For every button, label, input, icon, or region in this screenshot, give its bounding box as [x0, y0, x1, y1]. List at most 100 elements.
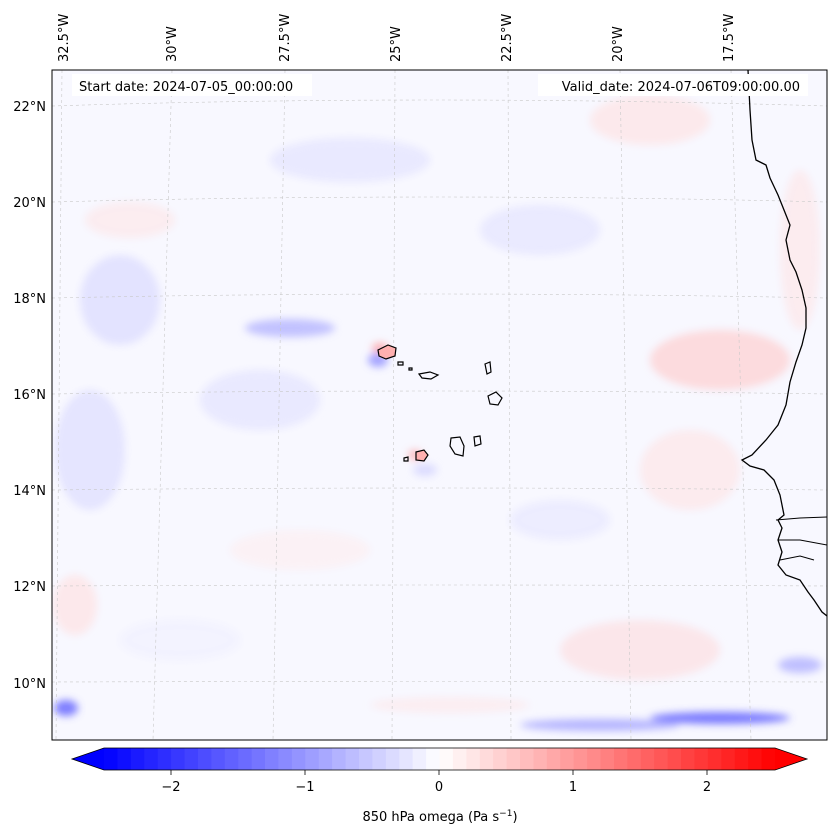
start-date-label: Start date: 2024-07-05_00:00:00 [79, 80, 293, 95]
colorbar-cell [493, 748, 508, 770]
valid-date-label: Valid_date: 2024-07-06T09:00:00.00 [562, 80, 800, 95]
start-date-box [72, 74, 312, 96]
colorbar-cell [157, 748, 172, 770]
colorbar-cell [399, 748, 414, 770]
island-brava [403, 456, 409, 462]
colorbar-cell [466, 748, 481, 770]
island-fogo [415, 449, 429, 462]
colorbar-cell [385, 748, 400, 770]
colorbar-cell [734, 748, 749, 770]
colorbar-cell [560, 748, 575, 770]
colorbar-cell [171, 748, 186, 770]
island-sal [484, 361, 492, 375]
gambia-coast [775, 516, 827, 561]
colorbar-cell [707, 748, 722, 770]
lat-label: 16°N [13, 388, 46, 403]
lon-label: 27.5°W [278, 14, 293, 62]
colorbar-cell [130, 748, 145, 770]
colorbar-cell [721, 748, 736, 770]
longitude-labels: 32.5°W 30°W 27.5°W 25°W 22.5°W 20°W 17.5… [57, 14, 737, 62]
colorbar-tick-label: 0 [435, 780, 443, 795]
colorbar-cell [681, 748, 696, 770]
lat-label: 22°N [13, 100, 46, 115]
lat-label: 10°N [13, 677, 46, 692]
colorbar-cell [506, 748, 521, 770]
colorbar: −2 −1 0 1 2 850 hPa omega (Pa s−1) [70, 747, 809, 825]
colorbar-cell [224, 748, 239, 770]
colorbar-tick-label: 2 [703, 780, 711, 795]
island-boa-vista [487, 391, 503, 406]
colorbar-cell [600, 748, 615, 770]
colorbar-title: 850 hPa omega (Pa s−1) [362, 809, 517, 825]
valid-date-box [538, 74, 808, 96]
colorbar-title-main: 850 hPa omega (Pa s [362, 810, 499, 825]
cape-verde-islands [377, 344, 503, 462]
lon-label: 32.5°W [57, 14, 72, 62]
colorbar-cell [748, 748, 763, 770]
colorbar-cell [197, 748, 212, 770]
lat-label: 12°N [13, 580, 46, 595]
colorbar-cell [291, 748, 306, 770]
lon-label: 20°W [611, 26, 626, 62]
colorbar-cells [104, 748, 776, 770]
colorbar-tick-label: −2 [161, 780, 180, 795]
lat-label: 14°N [13, 484, 46, 499]
island-sao-vicente [397, 361, 404, 366]
colorbar-cell [332, 748, 347, 770]
colorbar-cell [372, 748, 387, 770]
colorbar-cell [587, 748, 602, 770]
colorbar-cell [546, 748, 561, 770]
colorbar-title-exponent: −1 [499, 809, 512, 819]
colorbar-cell [104, 748, 119, 770]
gridlines [52, 70, 827, 740]
lat-label: 18°N [13, 292, 46, 307]
colorbar-cell [533, 748, 548, 770]
colorbar-cell [117, 748, 132, 770]
latitude-labels: 22°N 20°N 18°N 16°N 14°N 12°N 10°N [13, 100, 46, 692]
colorbar-cell [278, 748, 293, 770]
colorbar-cell [694, 748, 709, 770]
colorbar-cell [358, 748, 373, 770]
colorbar-cell [452, 748, 467, 770]
colorbar-title-end: ) [512, 810, 517, 825]
colorbar-cell [305, 748, 320, 770]
colorbar-cell [238, 748, 253, 770]
colorbar-extend-min [72, 748, 104, 770]
island-santa-luzia [408, 367, 413, 371]
island-maio [473, 435, 482, 447]
colorbar-cell [265, 748, 280, 770]
colorbar-cell [426, 748, 441, 770]
colorbar-cell [439, 748, 454, 770]
colorbar-tick-label: −1 [295, 780, 314, 795]
colorbar-cell [573, 748, 588, 770]
island-sao-nicolau [417, 371, 440, 380]
colorbar-cell [251, 748, 266, 770]
colorbar-tick-label: 1 [569, 780, 577, 795]
colorbar-cell [654, 748, 669, 770]
island-santiago [449, 436, 465, 457]
map-panel: Start date: 2024-07-05_00:00:00 Valid_da… [52, 70, 827, 740]
colorbar-cell [627, 748, 642, 770]
omega-field [53, 95, 822, 731]
colorbar-cell [144, 748, 159, 770]
colorbar-extend-max [775, 748, 807, 770]
colorbar-cell [479, 748, 494, 770]
lon-label: 17.5°W [722, 14, 737, 62]
lon-label: 22.5°W [500, 14, 515, 62]
colorbar-ticks [170, 770, 708, 775]
colorbar-outline [70, 747, 809, 771]
colorbar-cell [211, 748, 226, 770]
lon-label: 30°W [165, 26, 180, 62]
colorbar-cell [761, 748, 776, 770]
map-frame [51, 69, 828, 741]
colorbar-cell [318, 748, 333, 770]
colorbar-cell [412, 748, 427, 770]
island-santo-antao [377, 344, 397, 360]
colorbar-cell [184, 748, 199, 770]
colorbar-cell [345, 748, 360, 770]
colorbar-cell [640, 748, 655, 770]
africa-coastline [740, 70, 827, 617]
lat-label: 20°N [13, 196, 46, 211]
colorbar-cell [520, 748, 535, 770]
